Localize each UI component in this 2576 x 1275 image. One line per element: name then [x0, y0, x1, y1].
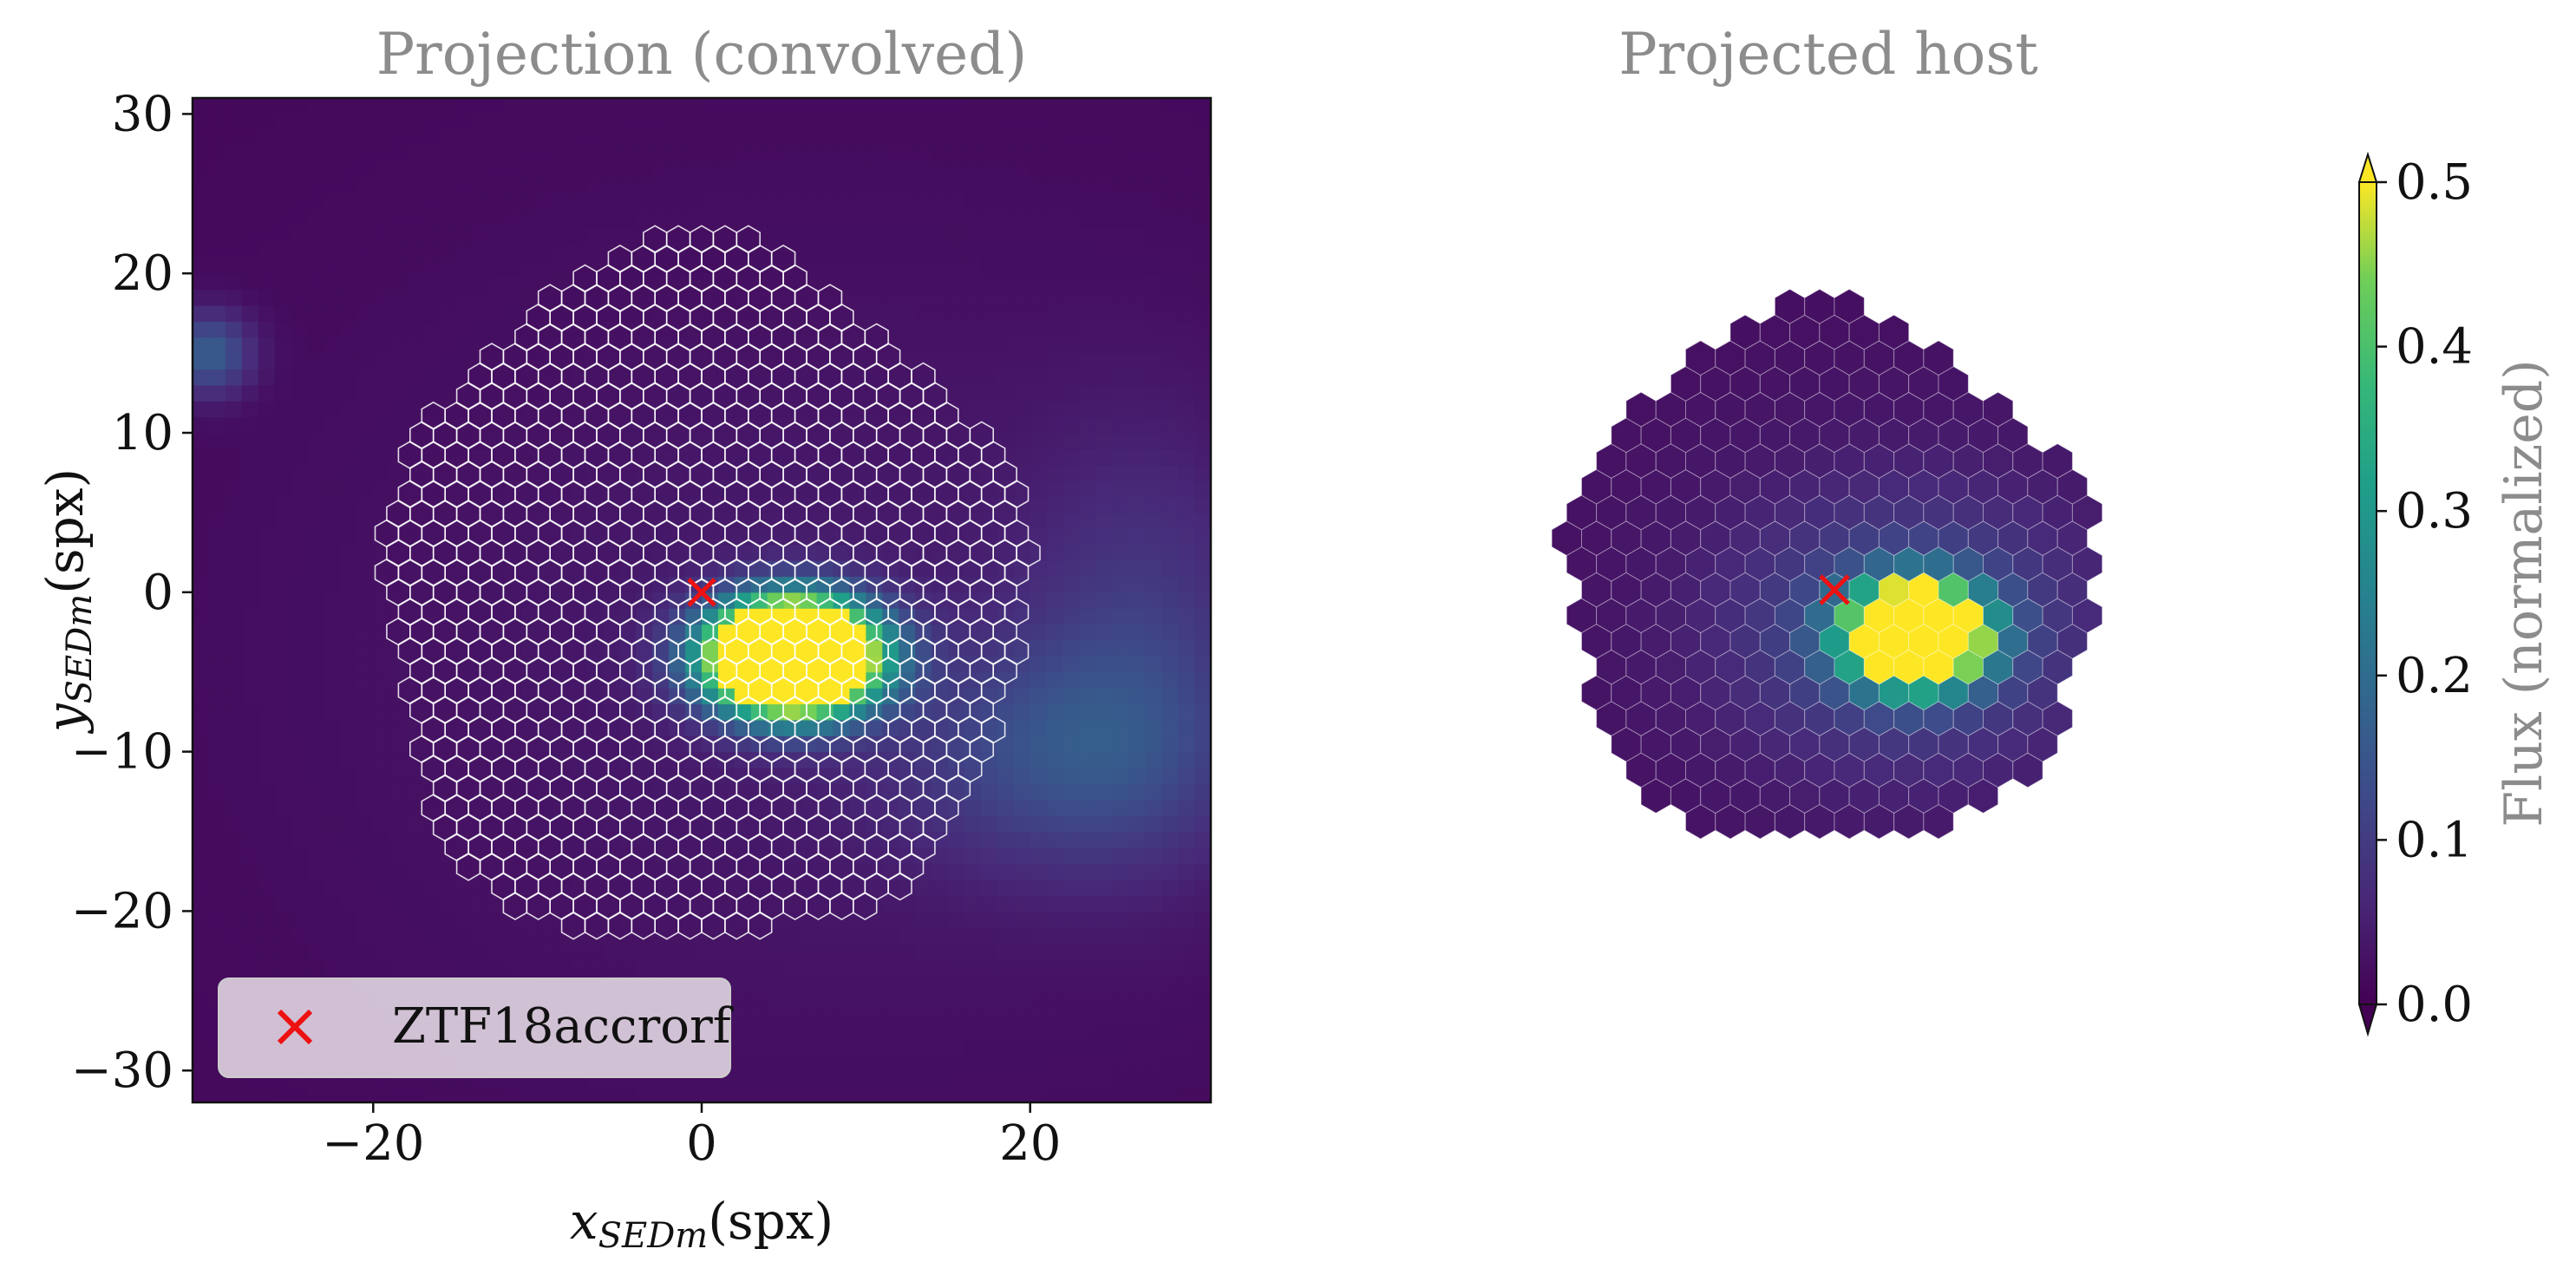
legend: ZTF18accrorf [218, 978, 735, 1078]
legend-label: ZTF18accrorf [392, 998, 735, 1055]
colorbar-tick-label: 0.1 [2396, 812, 2473, 868]
y-tick-label: −30 [71, 1043, 173, 1099]
y-tick-label: 10 [112, 405, 173, 461]
x-tick-label: 0 [686, 1115, 717, 1172]
projected-host-hexmap [1551, 288, 2103, 840]
convolved-image [193, 98, 1211, 1102]
colorbar-tick-label: 0.5 [2396, 154, 2473, 211]
y-tick-label: −10 [71, 724, 173, 781]
right-panel: Projected host [1551, 21, 2103, 840]
colorbar-extend-min [2357, 1004, 2378, 1037]
left-axis-ticks: −20 0 20 30 20 10 0 −10 −20 −30 [71, 86, 1062, 1172]
colorbar-gradient [2359, 182, 2377, 1004]
y-tick-label: 0 [142, 565, 173, 621]
left-panel: Projection (convolved) −20 0 203020100−10−… [36, 21, 1213, 1256]
target-marker-stroke [687, 578, 716, 607]
colorbar: 0.0 0.1 0.2 0.3 0.4 0.5 Flux (normalized) [2357, 151, 2554, 1037]
left-panel-title: Projection (convolved) [376, 21, 1027, 88]
target-marker-stroke [1819, 574, 1850, 605]
colorbar-tick-label: 0.3 [2396, 483, 2473, 539]
target-marker [687, 578, 716, 607]
y-tick-label: −20 [71, 883, 173, 939]
target-marker [1819, 574, 1850, 605]
y-axis-label: ySEDm(spx) [36, 468, 100, 735]
colorbar-extend-max [2357, 151, 2378, 183]
y-tick-label: 30 [112, 86, 173, 142]
hex-spaxel-grid [374, 225, 1041, 940]
colorbar-ticks: 0.0 0.1 0.2 0.3 0.4 0.5 [2377, 154, 2473, 1033]
colorbar-tick-label: 0.4 [2396, 319, 2473, 376]
y-tick-label: 20 [112, 245, 173, 302]
colorbar-tick-label: 0.2 [2396, 648, 2473, 704]
legend-marker-icon [277, 1009, 313, 1045]
colorbar-label: Flux (normalized) [2494, 359, 2554, 827]
x-axis-label: xSEDm(spx) [570, 1192, 834, 1256]
right-panel-title: Projected host [1618, 21, 2038, 88]
colorbar-tick-label: 0.0 [2396, 977, 2473, 1033]
x-tick-label: −20 [322, 1115, 424, 1172]
legend-box [218, 978, 731, 1078]
x-tick-label: 20 [999, 1115, 1061, 1172]
